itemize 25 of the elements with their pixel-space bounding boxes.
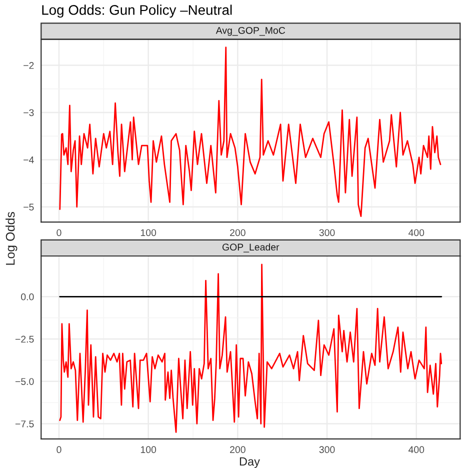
line-series — [59, 46, 442, 218]
x-tick-label: 0 — [56, 446, 62, 454]
x-tick-label: 0 — [56, 229, 62, 236]
y-tick-label: −2.5 — [15, 336, 34, 343]
y-tick-label: −5 — [24, 204, 34, 211]
x-tick-label: 300 — [319, 229, 335, 236]
x-tick-label: 100 — [140, 229, 156, 236]
y-tick-label: −5.0 — [15, 378, 34, 385]
y-axis-title: Log Odds — [6, 212, 18, 265]
chart-subtitle: GOP_Leader — [222, 243, 280, 252]
x-tick-label: 300 — [319, 446, 335, 454]
chart-subtitle: Avg_GOP_MoC — [216, 27, 286, 36]
x-tick-label: 400 — [408, 229, 424, 236]
line-series — [59, 264, 442, 433]
chart-title: Log Odds: Gun Policy –Neutral — [42, 4, 232, 18]
x-axis-title: Day — [240, 457, 260, 468]
x-tick-label: 100 — [140, 446, 156, 454]
y-tick-label: 0.0 — [21, 293, 34, 300]
x-tick-label: 200 — [230, 446, 246, 454]
y-tick-label: −2 — [24, 62, 34, 69]
y-tick-label: −4 — [24, 156, 34, 164]
y-tick-label: −7.5 — [15, 420, 34, 428]
x-tick-label: 200 — [230, 229, 246, 236]
y-tick-label: −3 — [24, 109, 34, 116]
x-tick-label: 400 — [408, 446, 424, 454]
